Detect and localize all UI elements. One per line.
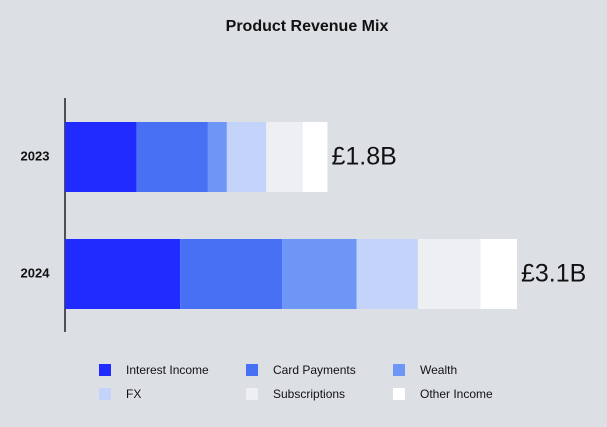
- bar-segment: [480, 239, 517, 309]
- y-tick-label: 2024: [21, 265, 51, 280]
- legend-label: Wealth: [420, 363, 457, 377]
- legend-marker: [393, 388, 405, 400]
- bar-segment: [302, 122, 328, 192]
- bar-segment: [65, 239, 181, 309]
- bar-segment: [207, 122, 227, 192]
- bar-segment: [417, 239, 481, 309]
- total-label: £1.8B: [331, 143, 396, 171]
- bar-segment: [282, 239, 357, 309]
- legend-marker: [99, 364, 111, 376]
- legend-label: FX: [126, 387, 141, 401]
- bar-segment: [180, 239, 283, 309]
- bar-segment: [356, 239, 418, 309]
- legend-marker: [99, 388, 111, 400]
- legend-label: Subscriptions: [273, 387, 345, 401]
- legend-label: Interest Income: [126, 363, 209, 377]
- legend-marker: [246, 388, 258, 400]
- bar-segment: [266, 122, 303, 192]
- bar-segment: [226, 122, 267, 192]
- chart-title: Product Revenue Mix: [226, 18, 389, 35]
- legend-marker: [246, 364, 258, 376]
- y-tick-label: 2023: [21, 148, 50, 163]
- bar-segment: [136, 122, 208, 192]
- legend-label: Card Payments: [273, 363, 356, 377]
- legend-marker: [393, 364, 405, 376]
- total-label: £3.1B: [521, 260, 586, 288]
- legend-label: Other Income: [420, 387, 493, 401]
- bar-segment: [65, 122, 137, 192]
